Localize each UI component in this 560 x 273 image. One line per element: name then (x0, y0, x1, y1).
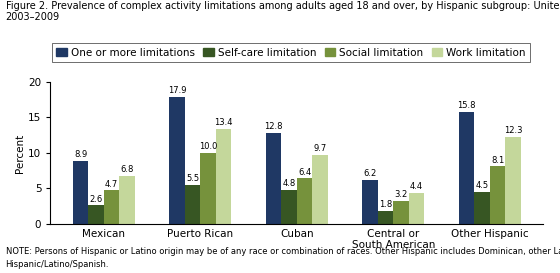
Text: 17.9: 17.9 (168, 86, 186, 95)
Text: 3.2: 3.2 (394, 190, 408, 199)
Text: 4.4: 4.4 (410, 182, 423, 191)
Bar (104, 191, 119, 224)
Text: 13.4: 13.4 (214, 118, 232, 127)
Bar (185, 185, 200, 224)
Bar (474, 192, 490, 224)
Bar (378, 211, 393, 224)
Text: 4.8: 4.8 (282, 179, 296, 188)
Bar (490, 166, 505, 224)
Bar (88, 205, 104, 224)
Text: 9.7: 9.7 (314, 144, 326, 153)
Text: 12.3: 12.3 (504, 126, 522, 135)
Bar (393, 201, 409, 224)
Bar (459, 112, 474, 224)
Text: 4.5: 4.5 (475, 181, 489, 190)
Bar (216, 129, 231, 224)
Bar (119, 176, 134, 224)
Bar (266, 133, 281, 224)
Text: 2.6: 2.6 (90, 195, 102, 204)
Legend: One or more limitations, Self-care limitation, Social limitation, Work limitatio: One or more limitations, Self-care limit… (52, 43, 530, 62)
Text: NOTE: Persons of Hispanic or Latino origin may be of any race or combination of : NOTE: Persons of Hispanic or Latino orig… (6, 247, 560, 256)
Text: 10.0: 10.0 (199, 142, 217, 151)
Text: 12.8: 12.8 (264, 122, 283, 131)
Bar (200, 153, 216, 224)
Text: 15.8: 15.8 (458, 101, 476, 110)
Text: 2003–2009: 2003–2009 (6, 12, 60, 22)
Text: 5.5: 5.5 (186, 174, 199, 183)
Text: Hispanic/Latino/Spanish.: Hispanic/Latino/Spanish. (6, 260, 109, 269)
Bar (505, 136, 521, 224)
Text: Figure 2. Prevalence of complex activity limitations among adults aged 18 and ov: Figure 2. Prevalence of complex activity… (6, 1, 560, 11)
Bar (297, 179, 312, 224)
Text: 8.1: 8.1 (491, 156, 504, 165)
Text: 4.7: 4.7 (105, 180, 118, 189)
Bar (73, 161, 88, 224)
Bar (281, 190, 297, 224)
Text: 6.8: 6.8 (120, 165, 133, 174)
Bar (169, 97, 185, 224)
Bar (409, 193, 424, 224)
Bar (362, 180, 378, 224)
Text: 1.8: 1.8 (379, 200, 392, 209)
Text: 6.4: 6.4 (298, 168, 311, 177)
Bar (312, 155, 328, 224)
Y-axis label: Percent: Percent (15, 133, 25, 173)
Text: 8.9: 8.9 (74, 150, 87, 159)
Text: 6.2: 6.2 (363, 169, 377, 178)
